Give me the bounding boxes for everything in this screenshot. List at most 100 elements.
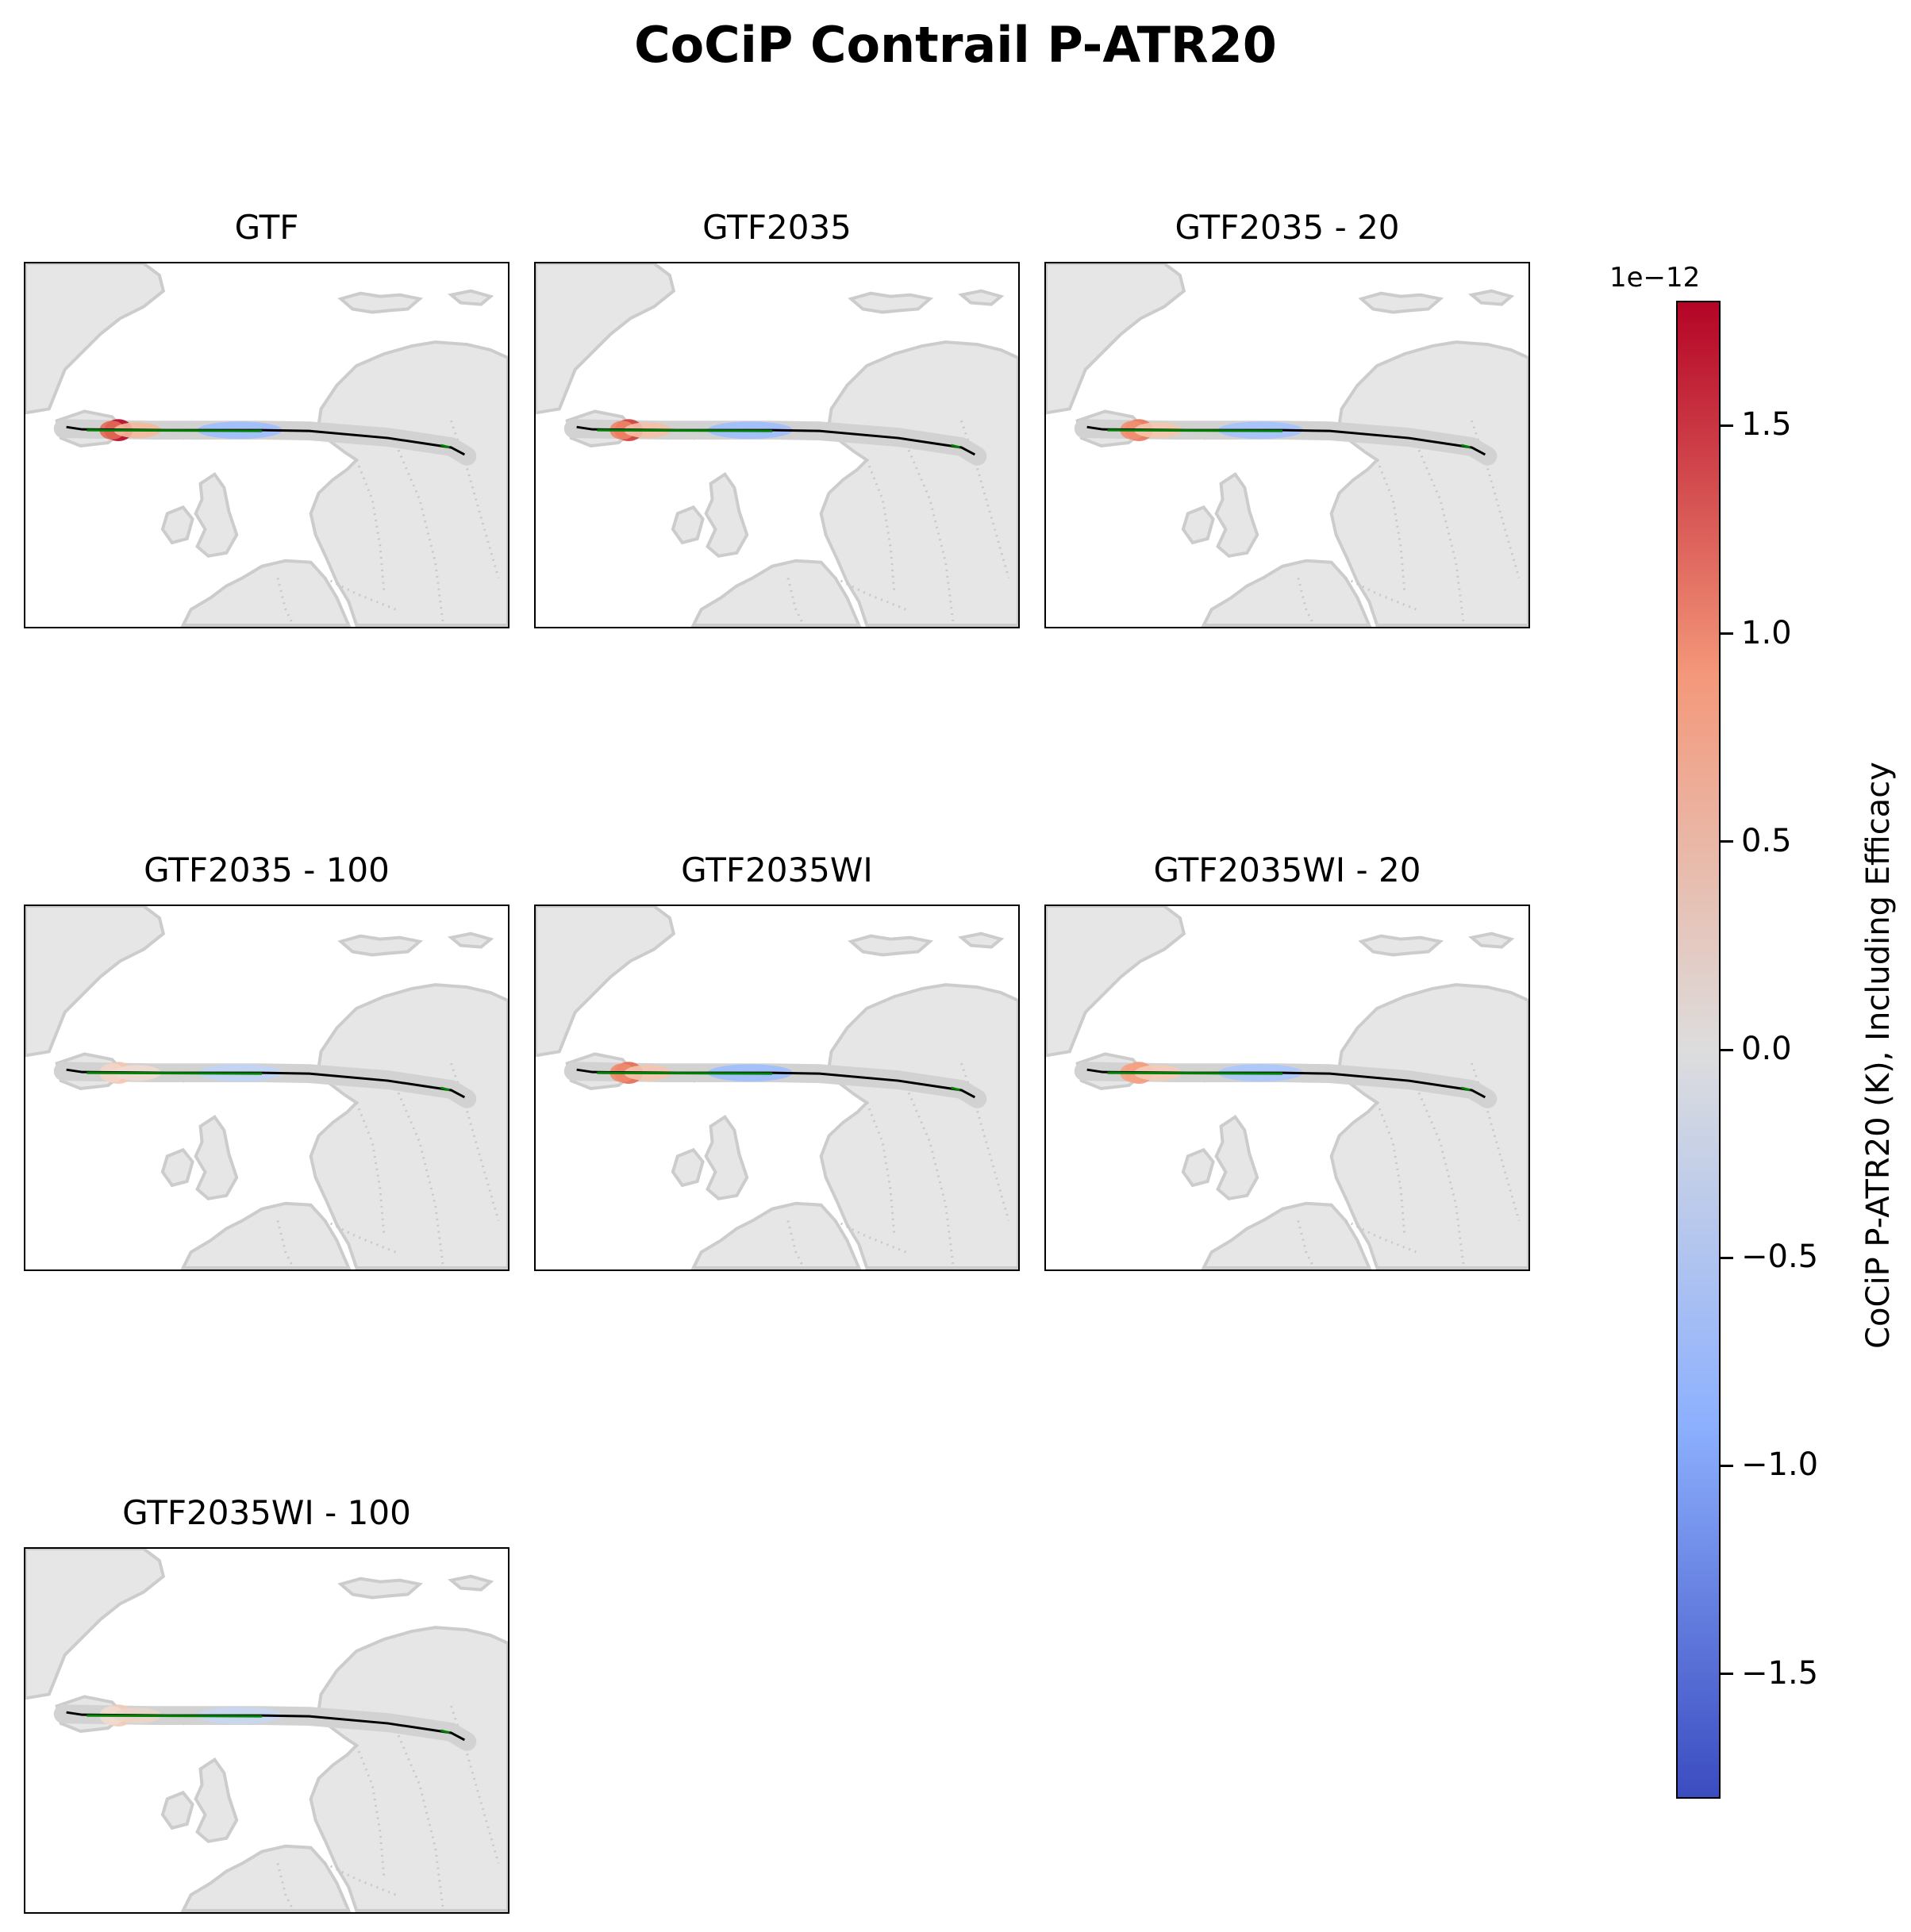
land-layer bbox=[536, 263, 1018, 627]
contrail-track-end bbox=[440, 1729, 450, 1734]
land-shape bbox=[194, 1114, 239, 1200]
country-border bbox=[786, 578, 806, 626]
land-layer bbox=[1046, 263, 1528, 627]
country-border bbox=[865, 1102, 896, 1237]
colorbar-tick-label: −0.5 bbox=[1741, 1239, 1819, 1276]
country-border bbox=[324, 577, 397, 611]
land-shape bbox=[309, 1626, 508, 1912]
land-shape bbox=[309, 983, 508, 1269]
land-shape bbox=[958, 931, 1005, 949]
land-shape bbox=[1046, 906, 1186, 1058]
panel-title: GTF2035 - 100 bbox=[144, 851, 390, 889]
land-shape bbox=[25, 906, 166, 1058]
map-canvas bbox=[536, 906, 1018, 1269]
land-shape bbox=[160, 505, 194, 545]
country-border bbox=[324, 1862, 397, 1896]
land-shape bbox=[671, 1147, 705, 1188]
land-shape bbox=[1201, 559, 1372, 627]
contrail-track-end bbox=[440, 444, 450, 449]
land-layer bbox=[25, 263, 508, 627]
map-panel bbox=[24, 262, 509, 628]
figure-title: CoCiP Contrail P-ATR20 bbox=[634, 16, 1277, 74]
land-shape bbox=[958, 289, 1005, 306]
country-border bbox=[355, 459, 386, 594]
land-shape bbox=[180, 1201, 352, 1269]
panel-title: GTF2035WI - 20 bbox=[1153, 851, 1421, 889]
land-shape bbox=[1329, 340, 1528, 627]
country-border bbox=[1375, 1102, 1406, 1237]
land-shape bbox=[704, 471, 749, 558]
panel-title: GTF2035 - 20 bbox=[1175, 208, 1400, 247]
land-shape bbox=[848, 934, 934, 957]
land-shape bbox=[1468, 931, 1515, 949]
country-border bbox=[834, 577, 907, 611]
colorbar bbox=[1676, 301, 1721, 1799]
country-border bbox=[834, 1220, 907, 1254]
panel-title: GTF2035 bbox=[702, 208, 852, 247]
land-layer bbox=[1046, 906, 1528, 1269]
country-border bbox=[355, 1102, 386, 1237]
colorbar-tick-label: 0.5 bbox=[1741, 822, 1792, 859]
country-border bbox=[276, 1863, 295, 1911]
country-border bbox=[865, 459, 896, 594]
land-shape bbox=[194, 1757, 239, 1843]
colorbar-tick-mark bbox=[1721, 840, 1733, 843]
land-shape bbox=[1181, 1147, 1215, 1188]
land-shape bbox=[1201, 1201, 1372, 1269]
map-panel bbox=[24, 1547, 509, 1914]
contrail-track-end bbox=[1461, 444, 1471, 449]
land-shape bbox=[160, 1147, 194, 1188]
land-shape bbox=[337, 291, 424, 314]
land-shape bbox=[704, 1114, 749, 1200]
land-layer bbox=[536, 906, 1018, 1269]
land-shape bbox=[448, 1574, 494, 1592]
map-canvas bbox=[25, 906, 508, 1269]
map-canvas bbox=[1046, 906, 1528, 1269]
land-shape bbox=[1329, 983, 1528, 1269]
land-shape bbox=[25, 263, 166, 415]
colorbar-tick-label: 1.5 bbox=[1741, 406, 1792, 444]
colorbar-tick-mark bbox=[1721, 1673, 1733, 1676]
land-shape bbox=[848, 291, 934, 314]
land-shape bbox=[1358, 934, 1444, 957]
land-shape bbox=[690, 559, 862, 627]
panel-title: GTF2035WI - 100 bbox=[122, 1493, 411, 1532]
land-shape bbox=[819, 983, 1018, 1269]
contrail-track bbox=[597, 428, 773, 432]
contrail-track bbox=[1107, 428, 1283, 432]
map-canvas bbox=[25, 1549, 508, 1912]
colorbar-tick-label: −1.5 bbox=[1741, 1654, 1819, 1692]
colorbar-tick-label: 1.0 bbox=[1741, 614, 1792, 651]
land-shape bbox=[309, 340, 508, 627]
land-shape bbox=[160, 1790, 194, 1830]
panel-title: GTF2035WI bbox=[681, 851, 873, 889]
land-shape bbox=[536, 906, 676, 1058]
land-shape bbox=[1046, 263, 1186, 415]
contrail-track-end bbox=[440, 1086, 450, 1092]
colorbar-tick-label: 0.0 bbox=[1741, 1031, 1792, 1067]
land-shape bbox=[194, 471, 239, 558]
country-border bbox=[276, 1220, 295, 1269]
contrail-track-end bbox=[951, 444, 960, 449]
land-shape bbox=[1214, 1114, 1259, 1200]
land-shape bbox=[1468, 289, 1515, 306]
contrail-track bbox=[87, 1071, 263, 1075]
country-border bbox=[1297, 578, 1316, 626]
panel-title: GTF bbox=[234, 208, 299, 247]
land-shape bbox=[690, 1201, 862, 1269]
map-panel bbox=[24, 905, 509, 1271]
colorbar-tick-mark bbox=[1721, 1048, 1733, 1051]
land-shape bbox=[448, 289, 494, 306]
land-shape bbox=[337, 1577, 424, 1600]
country-border bbox=[1375, 459, 1406, 594]
map-panel bbox=[1044, 262, 1530, 628]
contrail-track bbox=[597, 1071, 773, 1075]
country-border bbox=[1297, 1220, 1316, 1269]
contrail-track-end bbox=[1461, 1086, 1471, 1092]
colorbar-tick-mark bbox=[1721, 1464, 1733, 1467]
colorbar-label: CoCiP P-ATR20 (K), Including Efficacy bbox=[1860, 762, 1897, 1349]
land-shape bbox=[1181, 505, 1215, 545]
contrail-track bbox=[87, 428, 263, 432]
map-panel bbox=[534, 262, 1020, 628]
land-shape bbox=[180, 559, 352, 627]
